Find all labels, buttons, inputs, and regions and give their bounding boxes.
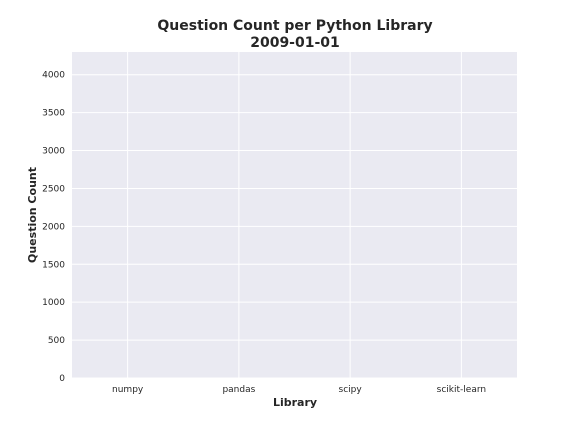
y-tick-label: 500: [48, 336, 65, 346]
y-axis-ticks: 0 500 1000 1500 2000 2500 3000 3500 4000: [42, 71, 65, 384]
x-axis-ticks: numpy pandas scipy scikit-learn: [112, 385, 486, 395]
x-tick-label: numpy: [112, 385, 144, 395]
y-tick-label: 1500: [42, 260, 65, 270]
y-tick-label: 4000: [42, 71, 65, 81]
chart-subtitle: 2009-01-01: [250, 35, 340, 51]
y-tick-label: 1000: [42, 298, 65, 308]
y-tick-label: 3000: [42, 147, 65, 157]
x-tick-label: scipy: [339, 385, 363, 395]
x-axis-label: Library: [273, 396, 317, 409]
plot-area: [72, 52, 517, 378]
chart-title: Question Count per Python Library: [157, 18, 432, 34]
y-tick-label: 2000: [42, 222, 65, 232]
x-tick-label: scikit-learn: [437, 385, 486, 395]
y-tick-label: 0: [59, 374, 65, 384]
x-tick-label: pandas: [222, 385, 255, 395]
y-axis-label: Question Count: [26, 167, 39, 263]
grid-lines: [72, 52, 517, 379]
y-tick-label: 2500: [42, 184, 65, 194]
y-tick-label: 3500: [42, 109, 65, 119]
